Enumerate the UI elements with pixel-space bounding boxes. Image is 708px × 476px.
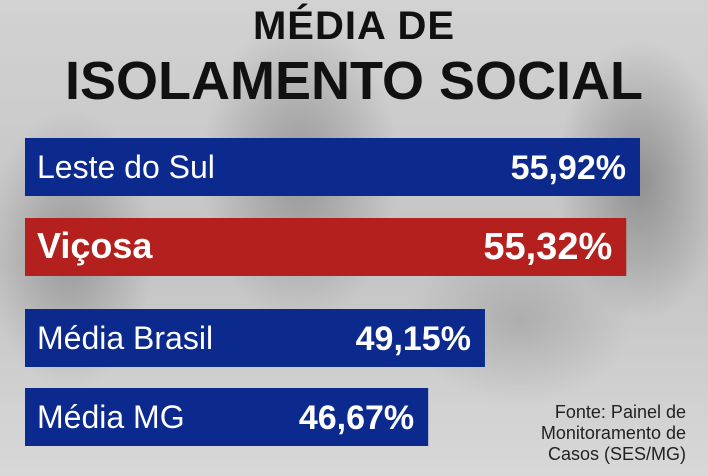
bar-value-0: 55,92% [511, 149, 626, 187]
chart-title-line1: MÉDIA DE [252, 4, 456, 48]
bar-value-3: 46,67% [299, 399, 414, 437]
bar-value-1: 55,32% [483, 226, 612, 268]
bar-0 [25, 138, 640, 196]
bar-value-2: 49,15% [356, 320, 471, 358]
chart-title-line2: ISOLAMENTO SOCIAL [64, 51, 644, 111]
bar-label-2: Média Brasil [37, 320, 213, 356]
bar-label-3: Média MG [37, 399, 185, 435]
bar-1 [25, 218, 627, 276]
source-line-1: Fonte: Painel de [554, 402, 686, 422]
source-line-2: Monitoramento de [540, 423, 686, 443]
bar-3 [25, 388, 429, 446]
source-note: Fonte: Painel de Monitoramento de Casos … [486, 402, 686, 465]
source-line-3: Casos (SES/MG) [547, 444, 686, 464]
bar-label-0: Leste do Sul [37, 149, 215, 185]
bar-2 [25, 309, 485, 367]
bar-label-1: Viçosa [37, 225, 153, 266]
